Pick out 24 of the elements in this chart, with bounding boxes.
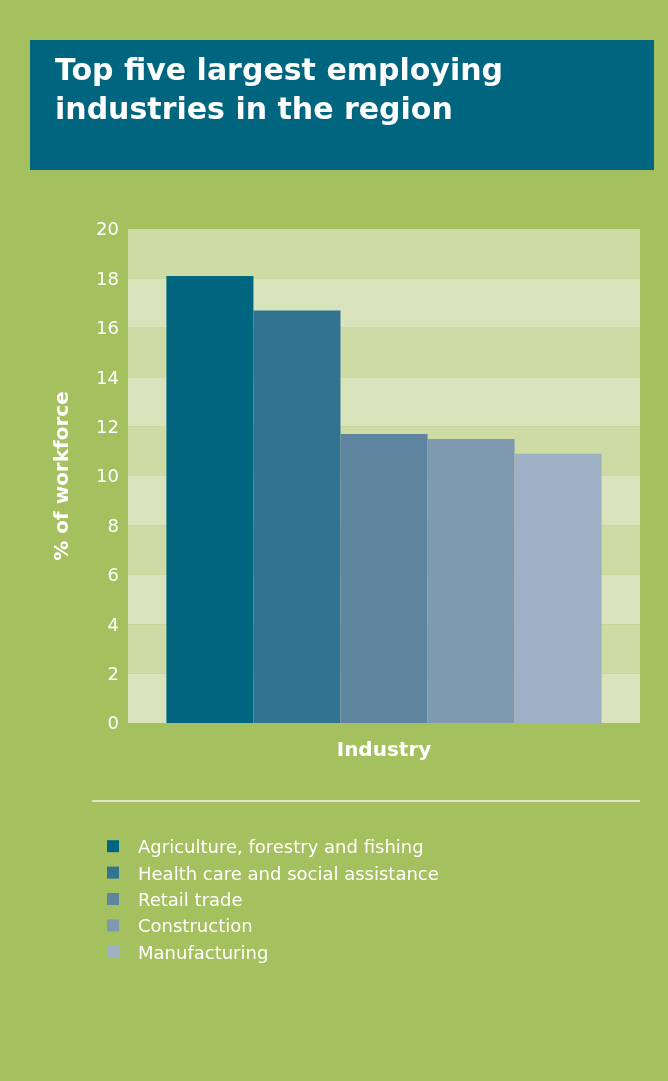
y-tick-label: 18: [96, 267, 119, 289]
bar: [427, 438, 515, 723]
y-tick-label: 20: [96, 218, 119, 240]
bar: [514, 453, 602, 723]
legend-label: Retail trade: [138, 889, 243, 911]
y-tick-label: 0: [107, 712, 119, 734]
legend-label: Construction: [138, 915, 253, 937]
y-tick-label: 16: [96, 317, 119, 339]
bar: [253, 310, 341, 723]
y-tick-label: 2: [107, 662, 119, 684]
y-tick-label: 8: [107, 514, 119, 536]
chart-title: Top five largest employing industries in the region: [55, 52, 504, 126]
y-tick-label: 10: [96, 465, 119, 487]
bar: [340, 434, 428, 723]
bar: [166, 275, 254, 723]
legend-label: Agriculture, forestry and fishing: [138, 836, 424, 858]
x-axis-title: Industry: [336, 736, 432, 761]
y-tick-label: 6: [107, 564, 119, 586]
y-tick-label: 4: [107, 613, 119, 635]
legend-label: Manufacturing: [138, 941, 269, 963]
y-tick-label: 12: [96, 415, 119, 437]
legend-label: Health care and social assistance: [138, 862, 439, 884]
y-tick-label: 14: [96, 366, 119, 388]
y-axis-title: % of workforce: [48, 391, 73, 561]
